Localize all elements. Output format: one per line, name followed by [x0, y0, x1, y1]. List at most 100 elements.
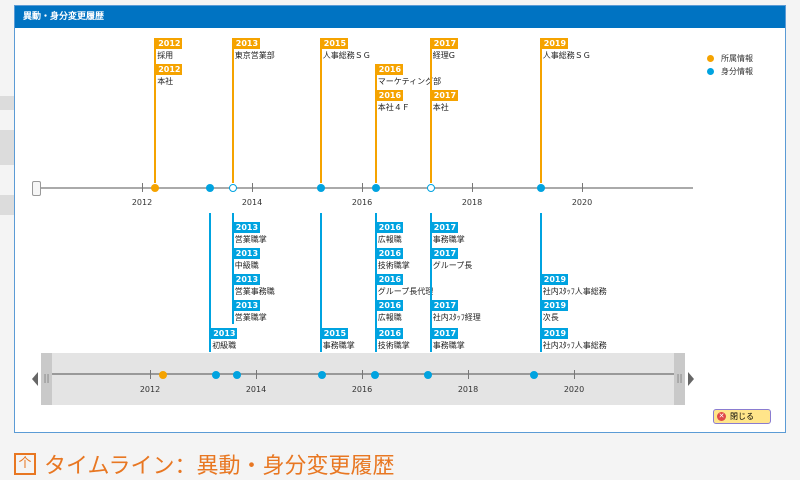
legend-label: 身分情報 — [721, 67, 753, 76]
status-label: グループ長代理 — [377, 287, 434, 296]
status-year-badge: 2019 — [541, 300, 569, 311]
status-year-badge: 2013 — [233, 274, 261, 285]
status-line — [374, 213, 377, 352]
navigator-tick-label: 2018 — [457, 385, 479, 394]
affiliation-year-badge: 2016 — [376, 64, 404, 75]
navigator-left-handle[interactable]: || — [41, 353, 52, 405]
affiliation-label: 人事総務ＳＧ — [542, 51, 591, 60]
navigator-tick-label: 2020 — [563, 385, 585, 394]
status-line — [209, 213, 212, 352]
affiliation-year-badge: 2017 — [431, 90, 459, 101]
affiliation-year-badge: 2012 — [156, 64, 183, 75]
affiliation-line — [154, 38, 157, 183]
status-year-badge: 2015 — [321, 328, 349, 339]
status-label: グループ長 — [432, 261, 473, 270]
navigator-tick — [362, 370, 363, 379]
affiliation-year-badge: 2017 — [431, 38, 459, 49]
status-year-badge: 2017 — [431, 328, 459, 339]
close-label: 閉じる — [730, 412, 754, 421]
legend-label: 所属情報 — [721, 54, 753, 63]
status-year-badge: 2016 — [376, 300, 404, 311]
navigator-tick-label: 2012 — [139, 385, 161, 394]
status-year-badge: 2016 — [376, 274, 404, 285]
navigator-right-handle[interactable]: || — [674, 353, 685, 405]
status-label: 広報職 — [377, 235, 402, 244]
navigator-marker — [530, 371, 539, 379]
axis-tick — [362, 183, 363, 192]
status-label: 初級職 — [212, 341, 237, 350]
axis-tick — [142, 183, 143, 192]
navigator-tick — [256, 370, 257, 379]
status-label: 技術職掌 — [377, 261, 410, 270]
affiliation-year-badge: 2012 — [156, 38, 183, 49]
affiliation-line — [374, 64, 377, 183]
status-year-badge: 2017 — [431, 222, 459, 233]
orange-dot-icon — [707, 55, 714, 62]
timeline-icon: 个 — [14, 453, 36, 475]
status-line — [429, 213, 432, 352]
affiliation-label: マーケティング部 — [377, 77, 442, 86]
background-strip — [0, 96, 14, 110]
affiliation-year-badge: 2016 — [376, 90, 404, 101]
axis-tick-label: 2018 — [461, 198, 483, 207]
navigator-axis — [52, 373, 674, 375]
navigator-marker — [158, 371, 167, 379]
navigator-tick — [150, 370, 151, 379]
axis-tick-label: 2020 — [571, 198, 593, 207]
background-strip — [0, 195, 14, 215]
navigator-marker — [371, 371, 380, 379]
affiliation-year-badge: 2019 — [541, 38, 569, 49]
status-label: 事務職掌 — [432, 235, 465, 244]
axis-tick — [472, 183, 473, 192]
timeline-navigator[interactable]: || || — [41, 353, 685, 405]
navigator-tick — [574, 370, 575, 379]
axis-tick — [582, 183, 583, 192]
status-year-badge: 2016 — [376, 328, 404, 339]
affiliation-label: 人事総務ＳＧ — [322, 51, 371, 60]
affiliation-label: 本社 — [157, 77, 174, 86]
close-icon: ✕ — [717, 412, 726, 421]
affiliation-year-badge: 2015 — [321, 38, 349, 49]
legend-item-affiliation: 所属情報 — [707, 52, 753, 65]
range-handle[interactable] — [32, 181, 41, 196]
status-line — [539, 213, 542, 352]
status-label: 社内ｽﾀｯﾌ人事総務 — [542, 341, 607, 350]
status-label: 営業職掌 — [234, 313, 267, 322]
affiliation-line — [429, 38, 432, 183]
affiliation-label: 経理G — [432, 51, 455, 60]
status-label: 中級職 — [234, 261, 259, 270]
blue-dot-icon — [707, 68, 714, 75]
event-marker[interactable] — [206, 184, 215, 192]
status-label: 営業職掌 — [234, 235, 267, 244]
axis-tick-label: 2014 — [241, 198, 263, 207]
navigator-tick-label: 2016 — [351, 385, 373, 394]
scroll-right-icon[interactable] — [688, 372, 694, 386]
status-year-badge: 2013 — [211, 328, 238, 339]
status-label: 社内ｽﾀｯﾌ経理 — [432, 313, 481, 322]
event-marker[interactable] — [536, 184, 545, 192]
status-year-badge: 2013 — [233, 248, 261, 259]
navigator-marker — [424, 371, 433, 379]
event-marker[interactable] — [316, 184, 325, 192]
axis-tick — [252, 183, 253, 192]
scroll-left-icon[interactable] — [32, 372, 38, 386]
affiliation-line — [231, 38, 234, 183]
status-label: 事務職掌 — [432, 341, 465, 350]
close-button[interactable]: ✕ 閉じる — [713, 409, 771, 424]
event-marker[interactable] — [151, 184, 160, 192]
status-year-badge: 2019 — [541, 328, 569, 339]
figure-caption: 个タイムライン：異動・身分変更履歴 — [14, 448, 394, 480]
navigator-marker — [233, 371, 242, 379]
status-label: 事務職掌 — [322, 341, 355, 350]
affiliation-line — [539, 38, 542, 183]
status-year-badge: 2017 — [431, 248, 459, 259]
event-marker[interactable] — [371, 184, 380, 192]
event-marker[interactable] — [228, 184, 237, 192]
affiliation-year-badge: 2013 — [233, 38, 261, 49]
navigator-marker — [318, 371, 327, 379]
axis-tick-label: 2016 — [351, 198, 373, 207]
event-marker[interactable] — [426, 184, 435, 192]
legend: 所属情報 身分情報 — [707, 52, 753, 78]
navigator-tick — [468, 370, 469, 379]
